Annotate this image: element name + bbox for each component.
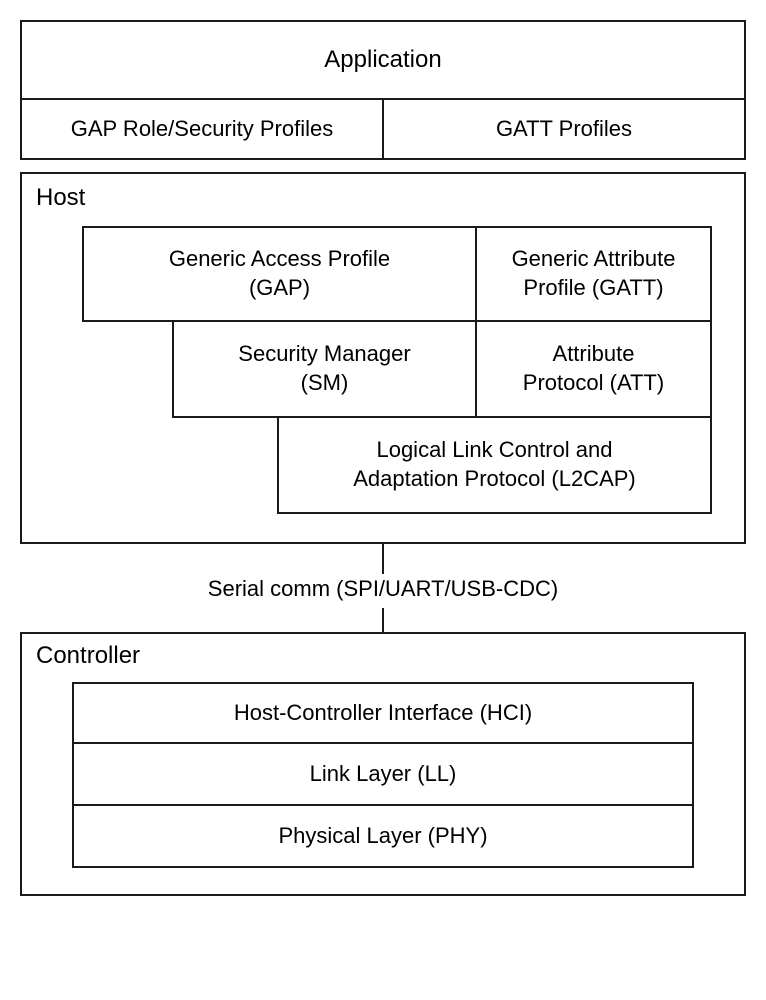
application-title-box: Application — [20, 20, 746, 100]
link-layer-box: Link Layer (LL) — [72, 744, 694, 806]
serial-connector: Serial comm (SPI/UART/USB-CDC) — [20, 544, 746, 632]
host-title: Host — [22, 174, 744, 226]
serial-comm-label: Serial comm (SPI/UART/USB-CDC) — [202, 574, 564, 604]
profiles-row: GAP Role/Security Profiles GATT Profiles — [20, 100, 746, 160]
application-block: Application GAP Role/Security Profiles G… — [20, 20, 746, 160]
gatt-box: Generic AttributeProfile (GATT) — [477, 226, 712, 322]
controller-block: Controller Host-Controller Interface (HC… — [20, 632, 746, 896]
controller-title: Controller — [22, 634, 744, 682]
physical-layer-box: Physical Layer (PHY) — [72, 806, 694, 868]
gap-box: Generic Access Profile(GAP) — [82, 226, 477, 322]
host-inner: Generic Access Profile(GAP) Generic Attr… — [82, 226, 720, 514]
hci-layer-box: Host-Controller Interface (HCI) — [72, 682, 694, 744]
connector-line-bottom — [382, 608, 384, 632]
sm-box: Security Manager(SM) — [172, 322, 477, 418]
connector-line-top — [382, 544, 384, 574]
l2cap-box: Logical Link Control andAdaptation Proto… — [277, 418, 712, 514]
att-box: AttributeProtocol (ATT) — [477, 322, 712, 418]
gatt-profiles-box: GATT Profiles — [382, 100, 746, 160]
host-block: Host Generic Access Profile(GAP) Generic… — [20, 172, 746, 544]
ble-stack-diagram: Application GAP Role/Security Profiles G… — [20, 20, 746, 896]
gap-role-security-profiles-box: GAP Role/Security Profiles — [20, 100, 382, 160]
controller-stack: Host-Controller Interface (HCI) Link Lay… — [72, 682, 694, 868]
